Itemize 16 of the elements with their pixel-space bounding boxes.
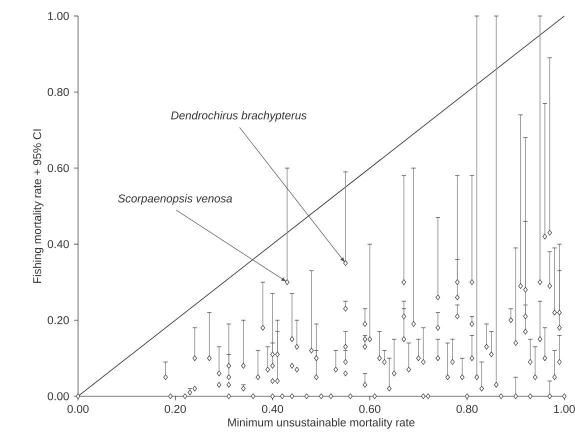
y-tick-label: 0.80 (48, 88, 69, 96)
x-tick-label: 0.60 (359, 404, 380, 413)
y-tick-label: 0.40 (48, 240, 69, 248)
y-tick-label: 1.00 (48, 12, 69, 20)
y-tick-label: 0.60 (48, 164, 69, 172)
x-tick-label: 0.20 (164, 404, 186, 413)
x-axis-title: Minimum unsustainable mortality rate (228, 418, 415, 429)
y-tick-label: 0.00 (48, 392, 69, 400)
x-tick-label: 0.00 (67, 404, 89, 413)
x-tick-label: 1.00 (554, 404, 575, 413)
y-axis-title: Fishing mortality rate + 95% CI (32, 129, 44, 283)
y-tick-label: 0.20 (48, 316, 69, 324)
annotation: Dendrochirus brachypterus (171, 110, 307, 122)
x-tick-label: 0.40 (262, 404, 284, 413)
x-tick-label: 0.80 (456, 404, 478, 413)
annotation: Scorpaenopsis venosa (118, 194, 232, 205)
